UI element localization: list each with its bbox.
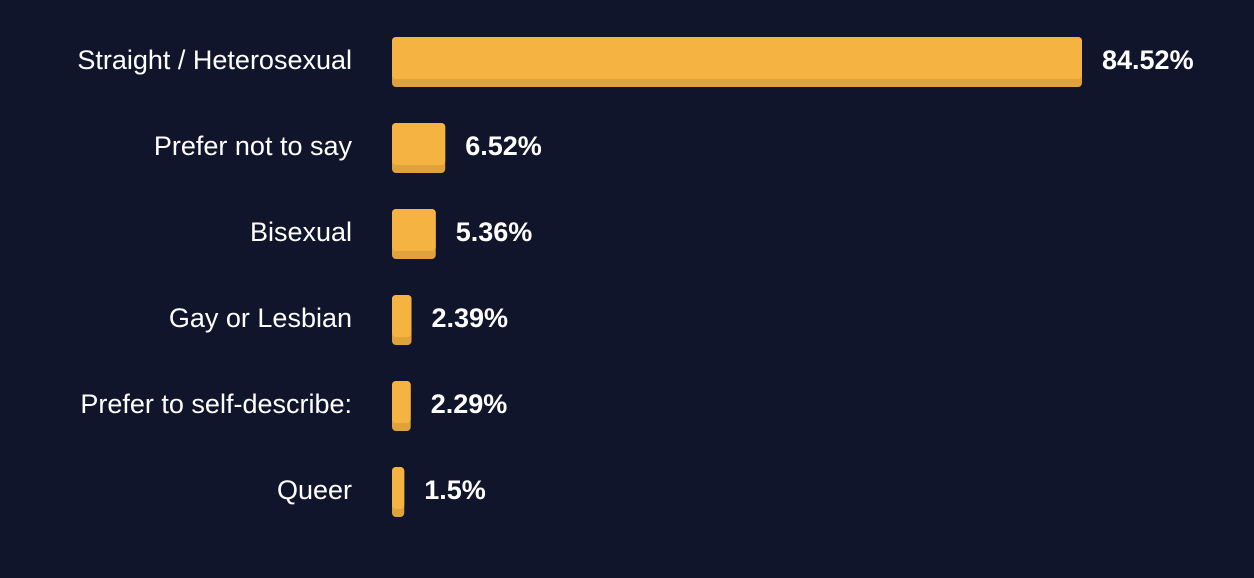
category-label-queer: Queer — [277, 475, 352, 505]
value-label-queer: 1.5% — [424, 475, 486, 505]
bar-fill-bisexual — [392, 209, 436, 251]
bar-fill-gay-or-lesbian — [392, 295, 412, 337]
category-label-prefer-not-to-say: Prefer not to say — [154, 131, 353, 161]
bar-fill-prefer-to-self-describe — [392, 381, 411, 423]
bar-gay-or-lesbian — [392, 295, 412, 345]
category-label-straight-heterosexual: Straight / Heterosexual — [77, 45, 352, 75]
bar-prefer-not-to-say — [392, 123, 446, 173]
value-label-gay-or-lesbian: 2.39% — [432, 303, 509, 333]
bar-fill-straight-heterosexual — [392, 37, 1082, 79]
value-label-prefer-to-self-describe: 2.29% — [431, 389, 508, 419]
category-label-bisexual: Bisexual — [250, 217, 352, 247]
bar-fill-prefer-not-to-say — [392, 123, 446, 165]
bar-prefer-to-self-describe — [392, 381, 411, 431]
bar-straight-heterosexual — [392, 37, 1082, 87]
category-label-gay-or-lesbian: Gay or Lesbian — [169, 303, 352, 333]
value-label-straight-heterosexual: 84.52% — [1102, 45, 1194, 75]
bar-bisexual — [392, 209, 436, 259]
value-label-prefer-not-to-say: 6.52% — [465, 131, 542, 161]
bar-queer — [392, 467, 405, 517]
value-label-bisexual: 5.36% — [456, 217, 533, 247]
bar-fill-queer — [392, 467, 405, 509]
category-label-prefer-to-self-describe: Prefer to self-describe: — [80, 389, 352, 419]
